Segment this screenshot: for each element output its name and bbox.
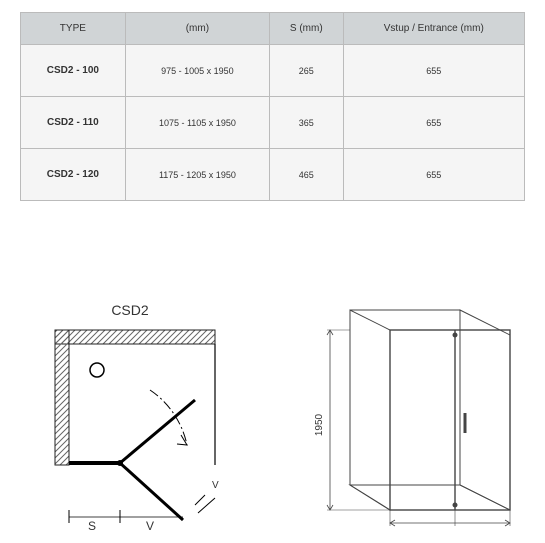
cell-mm: 1175 - 1205 x 1950 [125, 149, 269, 201]
cell-mm: 975 - 1005 x 1950 [125, 45, 269, 97]
wall-back-iso [350, 310, 460, 485]
door-closed [120, 463, 183, 520]
col-type: TYPE [21, 13, 126, 45]
cell-type: CSD2 - 120 [21, 149, 126, 201]
hinge-bottom-icon [453, 503, 458, 508]
wall-left [55, 330, 69, 465]
wall-right-iso [460, 310, 510, 510]
col-entrance: Vstup / Entrance (mm) [343, 13, 524, 45]
s-label: S [88, 519, 96, 533]
col-mm: (mm) [125, 13, 269, 45]
spec-table-container: TYPE (mm) S (mm) Vstup / Entrance (mm) C… [0, 0, 545, 201]
cell-s: 365 [270, 97, 343, 149]
door-open [120, 400, 195, 463]
wall-top [55, 330, 215, 344]
table-header-row: TYPE (mm) S (mm) Vstup / Entrance (mm) [21, 13, 525, 45]
spec-table: TYPE (mm) S (mm) Vstup / Entrance (mm) C… [20, 12, 525, 201]
cell-s: 265 [270, 45, 343, 97]
col-s: S (mm) [270, 13, 343, 45]
diagrams-svg: CSD2 [0, 285, 545, 538]
cell-type: CSD2 - 110 [21, 97, 126, 149]
cell-entrance: 655 [343, 45, 524, 97]
table-row: CSD2 - 120 1175 - 1205 x 1950 465 655 [21, 149, 525, 201]
cell-entrance: 655 [343, 149, 524, 201]
v-tick-1 [195, 495, 205, 505]
hinge-top-icon [453, 333, 458, 338]
door-arc [150, 390, 187, 445]
isoview-diagram: 1950 [314, 310, 510, 526]
v-tick-2 [198, 498, 215, 513]
topview-diagram: CSD2 [55, 302, 219, 533]
topview-title: CSD2 [111, 302, 149, 318]
v-dim-label: V [212, 480, 219, 491]
door-frame [390, 330, 510, 510]
table-row: CSD2 - 110 1075 - 1105 x 1950 365 655 [21, 97, 525, 149]
table-row: CSD2 - 100 975 - 1005 x 1950 265 655 [21, 45, 525, 97]
cell-entrance: 655 [343, 97, 524, 149]
height-label: 1950 [314, 413, 325, 436]
cell-s: 465 [270, 149, 343, 201]
cell-type: CSD2 - 100 [21, 45, 126, 97]
drain-icon [90, 363, 104, 377]
v-label: V [146, 519, 154, 533]
cell-mm: 1075 - 1105 x 1950 [125, 97, 269, 149]
diagrams-container: CSD2 [0, 285, 545, 538]
wall-left-iso [350, 310, 390, 510]
